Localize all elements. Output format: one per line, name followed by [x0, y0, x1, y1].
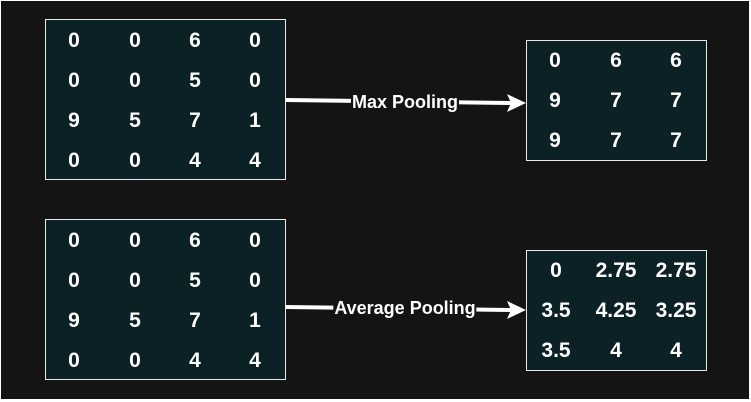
- matrix-cell: 0: [249, 229, 261, 252]
- average-pooling-label: Average Pooling: [333, 297, 477, 319]
- matrix-cell: 0: [68, 269, 80, 292]
- matrix-cell: 7: [610, 129, 622, 152]
- matrix-cell: 6: [670, 49, 682, 72]
- matrix-cell: 1: [249, 309, 261, 332]
- matrix-cell: 7: [670, 89, 682, 112]
- max-pooling-input-matrix: 0 0 6 0 0 0 5 0 9 5 7 1 0 0 4 4: [45, 19, 286, 180]
- matrix-cell: 0: [68, 149, 80, 172]
- matrix-cell: 7: [610, 89, 622, 112]
- matrix-cell: 5: [189, 69, 201, 92]
- matrix-cell: 3.25: [655, 299, 697, 322]
- matrix-cell: 0: [68, 29, 80, 52]
- matrix-cell: 0: [550, 259, 562, 282]
- matrix-cell: 4: [670, 339, 682, 362]
- matrix-cell: 6: [610, 49, 622, 72]
- matrix-cell: 5: [189, 269, 201, 292]
- matrix-cell: 0: [249, 29, 261, 52]
- average-pooling-output-matrix: 0 2.75 2.75 3.5 4.25 3.25 3.5 4 4: [526, 250, 707, 371]
- matrix-cell: 6: [189, 29, 201, 52]
- matrix-cell: 0: [129, 149, 141, 172]
- matrix-cell: 9: [549, 89, 561, 112]
- matrix-cell: 2.75: [655, 259, 697, 282]
- matrix-cell: 9: [68, 109, 80, 132]
- matrix-cell: 0: [249, 269, 261, 292]
- matrix-cell: 4: [189, 149, 201, 172]
- matrix-cell: 1: [249, 109, 261, 132]
- matrix-cell: 0: [68, 69, 80, 92]
- matrix-cell: 6: [189, 229, 201, 252]
- matrix-cell: 0: [549, 49, 561, 72]
- matrix-cell: 9: [68, 309, 80, 332]
- matrix-cell: 0: [68, 229, 80, 252]
- max-pooling-output-matrix: 0 6 6 9 7 7 9 7 7: [526, 40, 707, 161]
- max-pooling-label: Max Pooling: [350, 91, 460, 113]
- matrix-cell: 9: [549, 129, 561, 152]
- average-pooling-input-matrix: 0 0 6 0 0 0 5 0 9 5 7 1 0 0 4 4: [45, 219, 286, 380]
- matrix-cell: 3.5: [541, 339, 571, 362]
- matrix-cell: 7: [189, 109, 201, 132]
- matrix-cell: 2.75: [595, 259, 637, 282]
- matrix-cell: 3.5: [541, 299, 571, 322]
- matrix-cell: 0: [68, 349, 80, 372]
- matrix-cell: 0: [129, 29, 141, 52]
- matrix-cell: 5: [129, 309, 141, 332]
- matrix-cell: 0: [129, 349, 141, 372]
- matrix-cell: 7: [670, 129, 682, 152]
- matrix-cell: 5: [129, 109, 141, 132]
- matrix-cell: 0: [129, 269, 141, 292]
- matrix-cell: 4: [189, 349, 201, 372]
- matrix-cell: 0: [249, 69, 261, 92]
- matrix-cell: 0: [129, 69, 141, 92]
- matrix-cell: 0: [129, 229, 141, 252]
- matrix-cell: 4: [249, 149, 261, 172]
- matrix-cell: 4: [610, 339, 622, 362]
- matrix-cell: 4.25: [595, 299, 637, 322]
- matrix-cell: 4: [249, 349, 261, 372]
- matrix-cell: 7: [189, 309, 201, 332]
